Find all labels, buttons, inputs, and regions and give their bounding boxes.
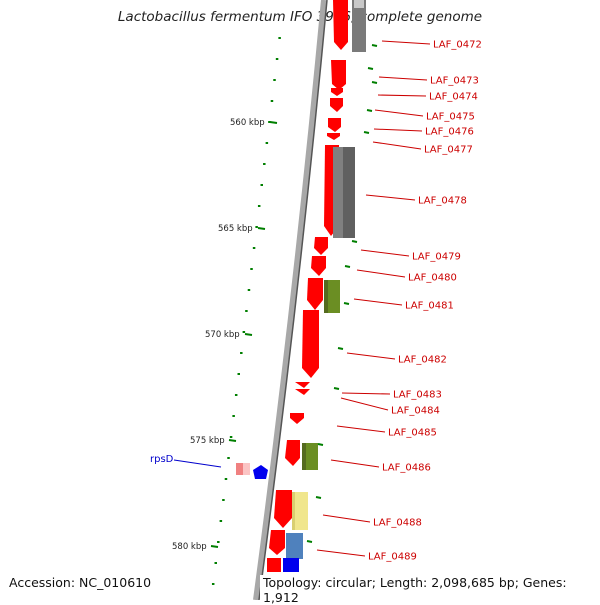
gene-arrow[interactable]	[285, 440, 300, 466]
scale-tick-570: 570 kbp	[205, 330, 253, 340]
gene-arrow[interactable]	[269, 530, 285, 555]
scale-label: 565 kbp	[218, 224, 253, 234]
gene-label[interactable]: LAF_0486	[382, 463, 431, 474]
gene-homolog-block	[302, 443, 306, 470]
map-title: Lactobacillus fermentum IFO 3956, comple…	[117, 9, 483, 25]
feature-mark	[333, 387, 340, 390]
gene-homolog-block	[354, 0, 364, 8]
callout-line	[373, 128, 423, 132]
gene-homolog-block	[292, 492, 308, 530]
gene-label[interactable]: LAF_0474	[429, 92, 478, 103]
feature-mark	[366, 109, 373, 112]
gene-arrow[interactable]	[328, 118, 341, 132]
callout-line	[374, 109, 424, 117]
gene-label[interactable]: LAF_0483	[393, 390, 442, 401]
callout-line	[372, 141, 422, 150]
gene-arrow[interactable]	[295, 382, 310, 388]
rpsD-callout-line	[173, 459, 222, 468]
gene-label[interactable]: LAF_0477	[424, 145, 473, 156]
scale-label: 560 kbp	[230, 118, 265, 128]
feature-mark	[371, 81, 378, 84]
gene-label[interactable]: LAF_0473	[430, 76, 479, 87]
gene-arrow[interactable]	[311, 256, 326, 276]
feature-mark	[343, 302, 350, 305]
callout-line	[341, 392, 391, 395]
callout-line	[365, 194, 416, 201]
gene-label[interactable]: LAF_0489	[368, 552, 417, 563]
gene-arrow[interactable]	[290, 413, 304, 424]
gene-label[interactable]: LAF_0488	[373, 518, 422, 529]
gene-label[interactable]: LAF_0482	[398, 355, 447, 366]
gene-label[interactable]: LAF_0485	[388, 428, 437, 439]
gene-arrow[interactable]	[327, 133, 340, 140]
scale-label: 575 kbp	[190, 436, 225, 446]
gene-homolog-block	[343, 147, 355, 238]
feature-mark	[367, 67, 374, 70]
ruler-dots	[211, 37, 281, 585]
gene-label[interactable]: LAF_0479	[412, 252, 461, 263]
gene-arrow[interactable]	[274, 490, 292, 528]
gene-arrow[interactable]	[331, 60, 346, 90]
gene-callouts: LAF_0472 LAF_0473 LAF_0474 LAF_0475 LAF_0476…	[316, 40, 482, 563]
rpsD-label[interactable]: rpsD	[150, 454, 174, 465]
callout-line	[330, 459, 380, 468]
feature-mark	[344, 265, 351, 268]
gene-homolog-block	[292, 492, 295, 530]
gene-homolog-block	[333, 147, 344, 238]
gene-label[interactable]: LAF_0478	[418, 196, 467, 207]
feature-mark	[306, 540, 313, 543]
gene-arrow[interactable]	[331, 88, 343, 96]
rpsD-gene[interactable]	[236, 463, 268, 479]
scale-label: 580 kbp	[172, 542, 207, 552]
feature-marks	[306, 44, 378, 543]
feature-mark	[351, 240, 358, 243]
scale-label: 570 kbp	[205, 330, 240, 340]
callout-line	[360, 249, 410, 257]
callout-line	[316, 549, 366, 557]
gene-label[interactable]: LAF_0476	[425, 127, 474, 138]
callout-line	[381, 40, 431, 45]
callout-line	[340, 397, 389, 411]
gene-label[interactable]: LAF_0481	[405, 301, 454, 312]
feature-mark	[317, 443, 324, 446]
callout-line	[378, 76, 428, 81]
gene-arrow[interactable]	[267, 558, 281, 572]
feature-mark	[371, 44, 378, 47]
topology-text: Topology: circular; Length: 2,098,685 bp…	[260, 575, 600, 605]
gene-track-forward	[262, 0, 366, 600]
feature-mark	[337, 347, 344, 350]
callout-line	[377, 94, 427, 97]
gene-label[interactable]: LAF_0480	[408, 273, 457, 284]
feature-mark	[363, 131, 370, 134]
gene-arrow[interactable]	[333, 0, 348, 50]
scale-tick-560: 560 kbp	[230, 118, 278, 128]
callout-line	[336, 425, 386, 433]
gene-homolog-block	[286, 533, 303, 559]
scale-tick-580: 580 kbp	[172, 542, 219, 552]
feature-mark	[315, 496, 322, 499]
gene-homolog-block	[324, 280, 328, 313]
gene-arrow[interactable]	[307, 278, 323, 310]
gene-arrow[interactable]	[302, 310, 319, 378]
callout-line	[322, 514, 371, 523]
genome-backbone	[253, 0, 327, 600]
gene-homolog-block	[283, 558, 299, 572]
scale-tick-575: 575 kbp	[190, 436, 237, 446]
gene-homolog-block	[253, 465, 268, 479]
gene-label[interactable]: LAF_0475	[426, 112, 475, 123]
scale-tick-565: 565 kbp	[218, 224, 266, 234]
callout-line	[353, 298, 403, 306]
gene-label[interactable]: LAF_0472	[433, 40, 482, 51]
callout-line	[346, 352, 396, 360]
callout-line	[356, 269, 406, 278]
gene-arrow[interactable]	[330, 98, 343, 112]
gene-label[interactable]: LAF_0484	[391, 406, 440, 417]
accession-text: Accession: NC_010610	[9, 575, 152, 590]
gene-arrow[interactable]	[295, 389, 310, 395]
gene-block	[243, 463, 250, 475]
gene-arrow[interactable]	[314, 237, 328, 255]
gene-homolog-block	[352, 0, 366, 52]
genome-backbone-edge	[258, 0, 328, 600]
